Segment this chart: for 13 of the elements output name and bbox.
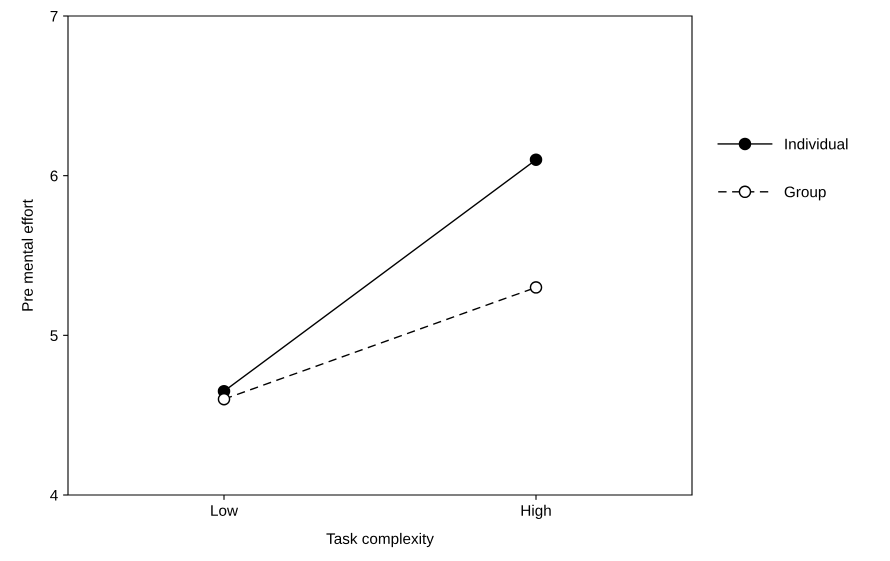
y-tick-label: 6 (50, 170, 58, 182)
y-tick-label: 4 (50, 490, 58, 501)
x-tick-label: High (522, 504, 551, 519)
legend-label: Individual (785, 138, 848, 150)
y-axis-title: Pre mental effort (22, 199, 33, 311)
legend-label: Group (784, 186, 826, 200)
y-tick-label: 7 (50, 11, 58, 22)
x-axis-title: Task complexity (326, 532, 434, 548)
point (530, 281, 542, 294)
x-tick-label: Low (211, 505, 238, 516)
point (218, 392, 230, 406)
point (530, 153, 542, 166)
y-tick-label: 5 (50, 330, 58, 342)
